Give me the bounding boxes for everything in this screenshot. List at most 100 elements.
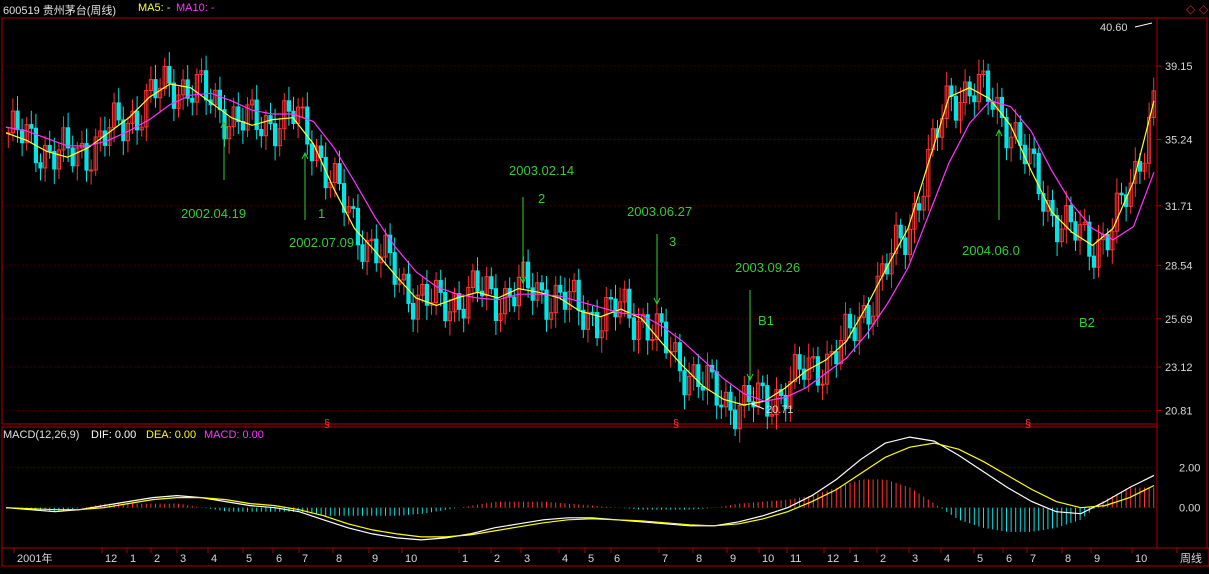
x-tick-label: 3 xyxy=(180,553,186,565)
candle-body xyxy=(15,110,20,131)
candle-body xyxy=(774,389,779,415)
candle-body xyxy=(636,320,641,340)
candle-body xyxy=(411,302,416,320)
candle-body xyxy=(1018,122,1023,146)
candle-body xyxy=(673,342,678,353)
candle-body xyxy=(1009,136,1014,149)
candle-body xyxy=(70,147,75,167)
candle-body xyxy=(875,275,880,317)
candle-body xyxy=(236,106,241,123)
candle-body xyxy=(332,163,337,183)
candle-body xyxy=(861,305,866,318)
candle-body xyxy=(558,284,563,293)
section-mark: § xyxy=(673,418,679,430)
candle-body xyxy=(66,127,71,149)
candle-body xyxy=(1041,193,1046,212)
candle-body xyxy=(1124,194,1129,207)
candle-body xyxy=(204,70,209,101)
x-tick-label: 6 xyxy=(614,553,620,565)
candle-body xyxy=(1137,161,1143,172)
x-tick-label: 3 xyxy=(912,553,918,565)
candle-body xyxy=(355,207,360,246)
candle-body xyxy=(898,224,903,239)
diamond-icon[interactable]: ◇ xyxy=(1186,2,1196,16)
y-axis-frame xyxy=(1156,17,1208,549)
x-tick-label: 3 xyxy=(524,553,530,565)
macd-y-tick-label: 2.00 xyxy=(1179,462,1200,474)
macd-y-tick-label: 0.00 xyxy=(1179,503,1200,515)
candle-body xyxy=(52,150,57,170)
x-tick-label: 周线 xyxy=(1180,551,1202,565)
candle-body xyxy=(659,313,664,323)
macd-value-label: MACD: 0.00 xyxy=(204,429,264,441)
candle-body xyxy=(664,321,669,354)
x-tick-label: 4 xyxy=(944,553,950,565)
candle-body xyxy=(1114,192,1120,232)
x-tick-label: 8 xyxy=(696,553,702,565)
x-tick-label: 12 xyxy=(827,553,839,565)
candle-body xyxy=(1119,192,1124,196)
candle-body xyxy=(273,123,278,147)
candle-body xyxy=(650,339,655,342)
x-tick-label: 2001年 xyxy=(17,551,52,565)
candle-body xyxy=(300,106,305,109)
x-tick-label: 6 xyxy=(1006,553,1012,565)
x-axis-frame xyxy=(1,547,1209,567)
candle-body xyxy=(687,375,692,396)
candle-body xyxy=(544,289,549,320)
candle-body xyxy=(608,297,613,300)
candle-body xyxy=(1045,200,1051,212)
candle-body xyxy=(1151,90,1156,118)
y-tick-label: 20.81 xyxy=(1165,405,1193,417)
candle-body xyxy=(438,279,443,293)
candle-body xyxy=(677,342,682,372)
candle-body xyxy=(976,73,981,103)
candle-body xyxy=(43,144,48,169)
candle-body xyxy=(815,356,820,386)
candle-body xyxy=(121,119,126,142)
candle-body xyxy=(47,144,52,152)
candle-body xyxy=(944,85,949,120)
candle-body xyxy=(737,405,742,430)
min-price-label: 20.71 xyxy=(766,404,794,416)
annotation-arrow-head xyxy=(653,297,661,306)
candle-body xyxy=(682,370,687,396)
candle-body xyxy=(227,125,232,140)
candle-body xyxy=(185,79,190,99)
candle-body xyxy=(466,286,471,319)
diamond-icon[interactable]: ◇ xyxy=(1199,2,1209,16)
candle-body xyxy=(590,311,595,314)
candle-body xyxy=(627,288,632,319)
candle-body xyxy=(567,291,572,310)
candle-body xyxy=(654,313,659,341)
y-tick-label: 25.69 xyxy=(1165,314,1193,326)
x-tick-label: 5 xyxy=(246,553,252,565)
x-tick-label: 1 xyxy=(462,553,468,565)
candle-body xyxy=(894,224,899,254)
candle-body xyxy=(365,240,370,262)
candle-body xyxy=(305,106,310,145)
candle-body xyxy=(475,270,480,292)
x-tick-label: 10 xyxy=(1135,553,1147,565)
candle-body xyxy=(825,353,830,385)
candle-body xyxy=(512,296,517,307)
x-tick-label: 6 xyxy=(276,553,282,565)
x-tick-label: 2 xyxy=(154,553,160,565)
x-tick-label: 2 xyxy=(880,553,886,565)
x-tick-label: 9 xyxy=(372,553,378,565)
x-tick-label: 2 xyxy=(494,553,500,565)
annotation-date-label: 2002.07.09 xyxy=(289,235,354,250)
candle-body xyxy=(760,382,765,387)
annotation-number: 3 xyxy=(669,234,676,249)
x-tick-label: 7 xyxy=(1030,553,1036,565)
candle-body xyxy=(834,351,839,365)
annotation-number: B1 xyxy=(758,313,774,328)
candle-body xyxy=(20,129,25,144)
candle-body xyxy=(526,261,531,289)
candle-body xyxy=(1142,162,1147,172)
annotation-arrow-head xyxy=(301,151,309,160)
candle-body xyxy=(61,127,66,151)
x-tick-label: 11 xyxy=(790,553,801,565)
